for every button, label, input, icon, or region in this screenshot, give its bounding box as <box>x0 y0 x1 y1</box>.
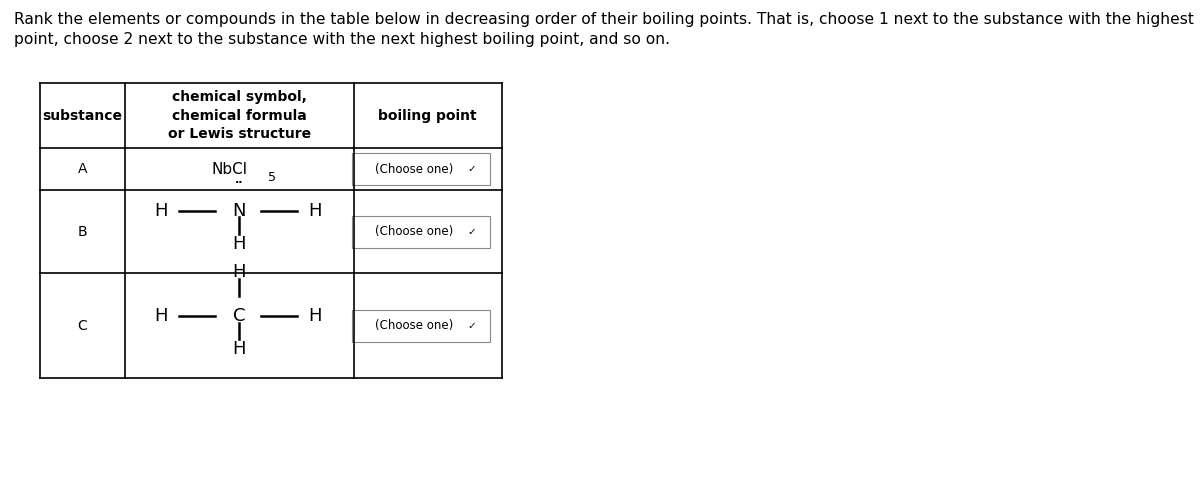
Text: ✓: ✓ <box>468 227 476 237</box>
Text: H: H <box>308 202 322 219</box>
Text: (Choose one): (Choose one) <box>374 319 452 332</box>
Text: H: H <box>233 235 246 253</box>
Text: ··: ·· <box>235 178 244 188</box>
Text: H: H <box>155 307 168 325</box>
Text: H: H <box>233 263 246 280</box>
Text: N: N <box>233 202 246 219</box>
Text: Rank the elements or compounds in the table below in decreasing order of their b: Rank the elements or compounds in the ta… <box>14 12 1200 27</box>
Text: (Choose one): (Choose one) <box>374 225 452 238</box>
Text: B: B <box>78 225 88 239</box>
Text: (Choose one): (Choose one) <box>374 163 452 176</box>
Text: point, choose 2 next to the substance with the next highest boiling point, and s: point, choose 2 next to the substance wi… <box>14 32 671 47</box>
Text: ✓: ✓ <box>468 321 476 330</box>
FancyBboxPatch shape <box>353 216 491 247</box>
FancyBboxPatch shape <box>353 310 491 342</box>
Text: substance: substance <box>42 109 122 123</box>
Text: H: H <box>308 307 322 325</box>
Text: A: A <box>78 162 88 176</box>
Text: C: C <box>233 307 246 325</box>
Text: chemical symbol,: chemical symbol, <box>172 90 307 104</box>
FancyBboxPatch shape <box>353 153 491 185</box>
Text: C: C <box>78 319 88 332</box>
Text: chemical formula: chemical formula <box>172 109 307 123</box>
Text: H: H <box>233 340 246 358</box>
Text: NbCl: NbCl <box>212 162 248 177</box>
Text: ✓: ✓ <box>468 164 476 174</box>
Text: boiling point: boiling point <box>378 109 476 123</box>
Text: or Lewis structure: or Lewis structure <box>168 127 311 141</box>
Text: 5: 5 <box>269 171 276 185</box>
Text: H: H <box>155 202 168 219</box>
